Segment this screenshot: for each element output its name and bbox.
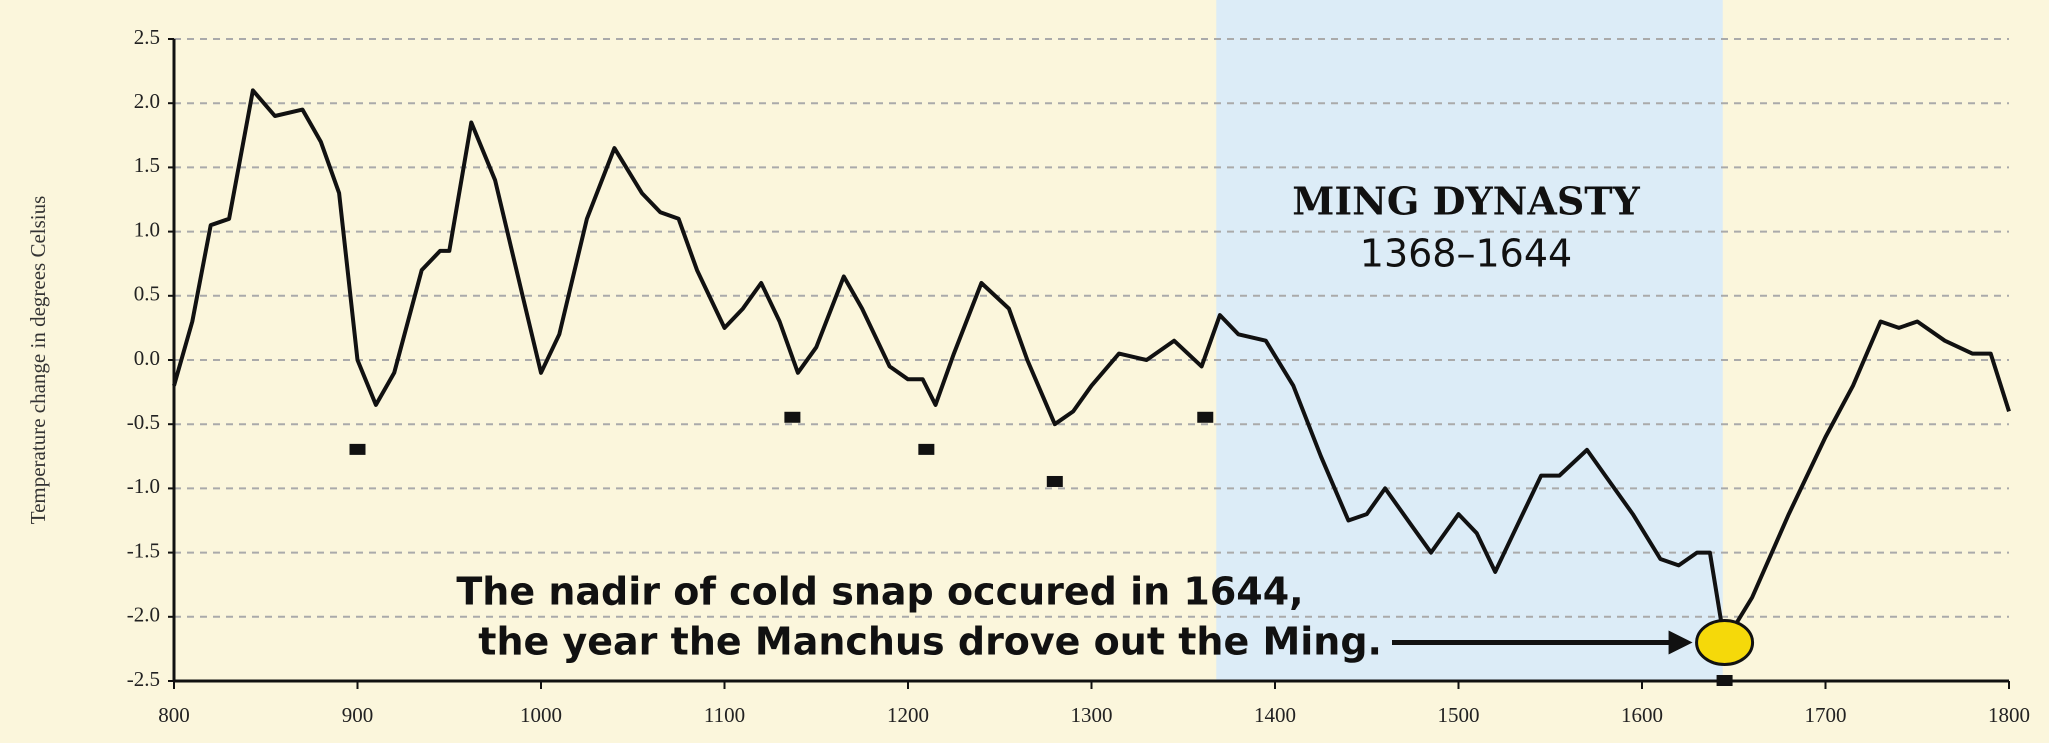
y-tick-label: -2.0 [127,603,160,627]
marker [784,411,801,423]
y-tick-label: 1.5 [134,153,160,177]
x-tick-label: 1400 [1254,703,1296,727]
x-tick-label: 1200 [887,703,929,727]
y-tick-label: -0.5 [127,410,160,434]
y-tick-label: 1.0 [134,217,160,241]
marker [1046,475,1063,487]
marker [1197,411,1214,423]
y-tick-label: -1.0 [127,474,160,498]
marker [349,443,366,455]
x-tick-label: 1500 [1438,703,1480,727]
temperature-line [172,88,2011,645]
marker [1716,675,1733,686]
x-tick-label: 1600 [1621,703,1663,727]
x-tick-label: 800 [158,703,190,727]
note-line: the year the Manchus drove out the Ming. [478,620,1382,664]
arrow-head [1668,630,1693,655]
y-tick-label: 2.0 [134,89,160,113]
x-tick-label: 1700 [1805,703,1847,727]
x-tick-label: 1100 [704,703,745,727]
y-tick-label: 2.5 [134,25,160,49]
dynasty-years: 1368–1644 [1360,232,1572,276]
x-tick-label: 1000 [520,703,562,727]
y-tick-label: 0.5 [134,282,160,306]
y-tick-label: 0.0 [134,346,160,370]
dynasty-title: MING DYNASTY [1292,179,1640,224]
y-tick-label: -2.5 [127,667,160,691]
x-tick-label: 900 [342,703,374,727]
y-tick-label: -1.5 [127,538,160,562]
y-axis-label: Temperature change in degrees Celsius [26,196,50,525]
x-tick-label: 1800 [1988,703,2030,727]
highlight-point [1695,618,1755,666]
x-tick-label: 1300 [1071,703,1113,727]
marker [918,443,935,455]
note-line: The nadir of cold snap occured in 1644, [456,570,1303,614]
dynasty-shade [1216,0,1723,681]
